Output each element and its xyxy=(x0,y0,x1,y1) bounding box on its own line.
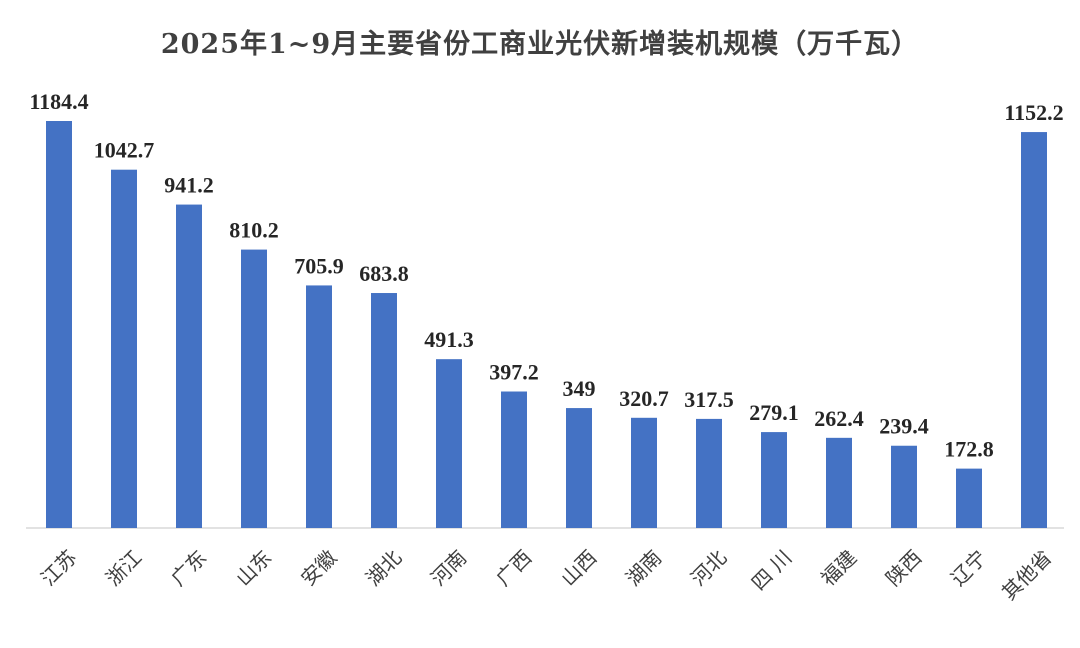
category-label-14: 辽宁 xyxy=(946,545,991,590)
bar-12 xyxy=(826,437,852,528)
category-label-7: 广西 xyxy=(491,545,536,590)
bar-1 xyxy=(111,169,137,528)
bar-7 xyxy=(501,391,527,528)
category-label-3: 山东 xyxy=(231,545,276,590)
bar-11 xyxy=(761,432,787,528)
bar-9 xyxy=(631,417,657,528)
bar-14 xyxy=(956,468,982,528)
bar-8 xyxy=(566,408,592,528)
value-label-10: 317.5 xyxy=(684,387,734,412)
value-label-7: 397.2 xyxy=(489,360,539,385)
value-label-11: 279.1 xyxy=(749,400,799,425)
value-label-4: 705.9 xyxy=(294,253,344,278)
category-label-4: 安徽 xyxy=(296,545,341,590)
value-label-0: 1184.4 xyxy=(29,89,88,114)
bar-10 xyxy=(696,418,722,528)
category-label-9: 湖南 xyxy=(621,545,666,590)
bar-3 xyxy=(241,249,267,528)
category-label-12: 福建 xyxy=(816,545,861,590)
value-label-8: 349 xyxy=(563,376,596,401)
value-label-9: 320.7 xyxy=(619,386,669,411)
bar-13 xyxy=(891,445,917,528)
bar-15 xyxy=(1021,132,1047,529)
category-label-6: 河南 xyxy=(426,545,471,590)
value-label-2: 941.2 xyxy=(164,173,214,198)
category-label-0: 江苏 xyxy=(36,545,81,590)
category-label-11: 四 川 xyxy=(747,545,797,595)
category-label-1: 浙江 xyxy=(101,545,146,590)
value-label-13: 239.4 xyxy=(879,414,929,439)
value-label-15: 1152.2 xyxy=(1004,100,1063,125)
category-label-2: 广东 xyxy=(166,545,211,590)
value-label-3: 810.2 xyxy=(229,218,279,243)
value-label-1: 1042.7 xyxy=(94,138,155,163)
chart-title: 2025年1~9月主要省份工商业光伏新增装机规模（万千瓦） xyxy=(160,29,920,60)
category-label-8: 山西 xyxy=(556,545,601,590)
bar-6 xyxy=(436,359,462,528)
bar-4 xyxy=(306,285,332,528)
value-label-6: 491.3 xyxy=(424,327,474,352)
category-label-10: 河北 xyxy=(686,545,731,590)
value-label-12: 262.4 xyxy=(814,406,864,431)
category-label-5: 湖北 xyxy=(361,545,406,590)
value-label-14: 172.8 xyxy=(944,437,994,462)
bar-0 xyxy=(46,121,72,528)
category-label-13: 陕西 xyxy=(881,545,926,590)
value-label-5: 683.8 xyxy=(359,261,409,286)
category-label-15: 其他省 xyxy=(997,545,1056,604)
bar-2 xyxy=(176,204,202,528)
bar-5 xyxy=(371,293,397,528)
